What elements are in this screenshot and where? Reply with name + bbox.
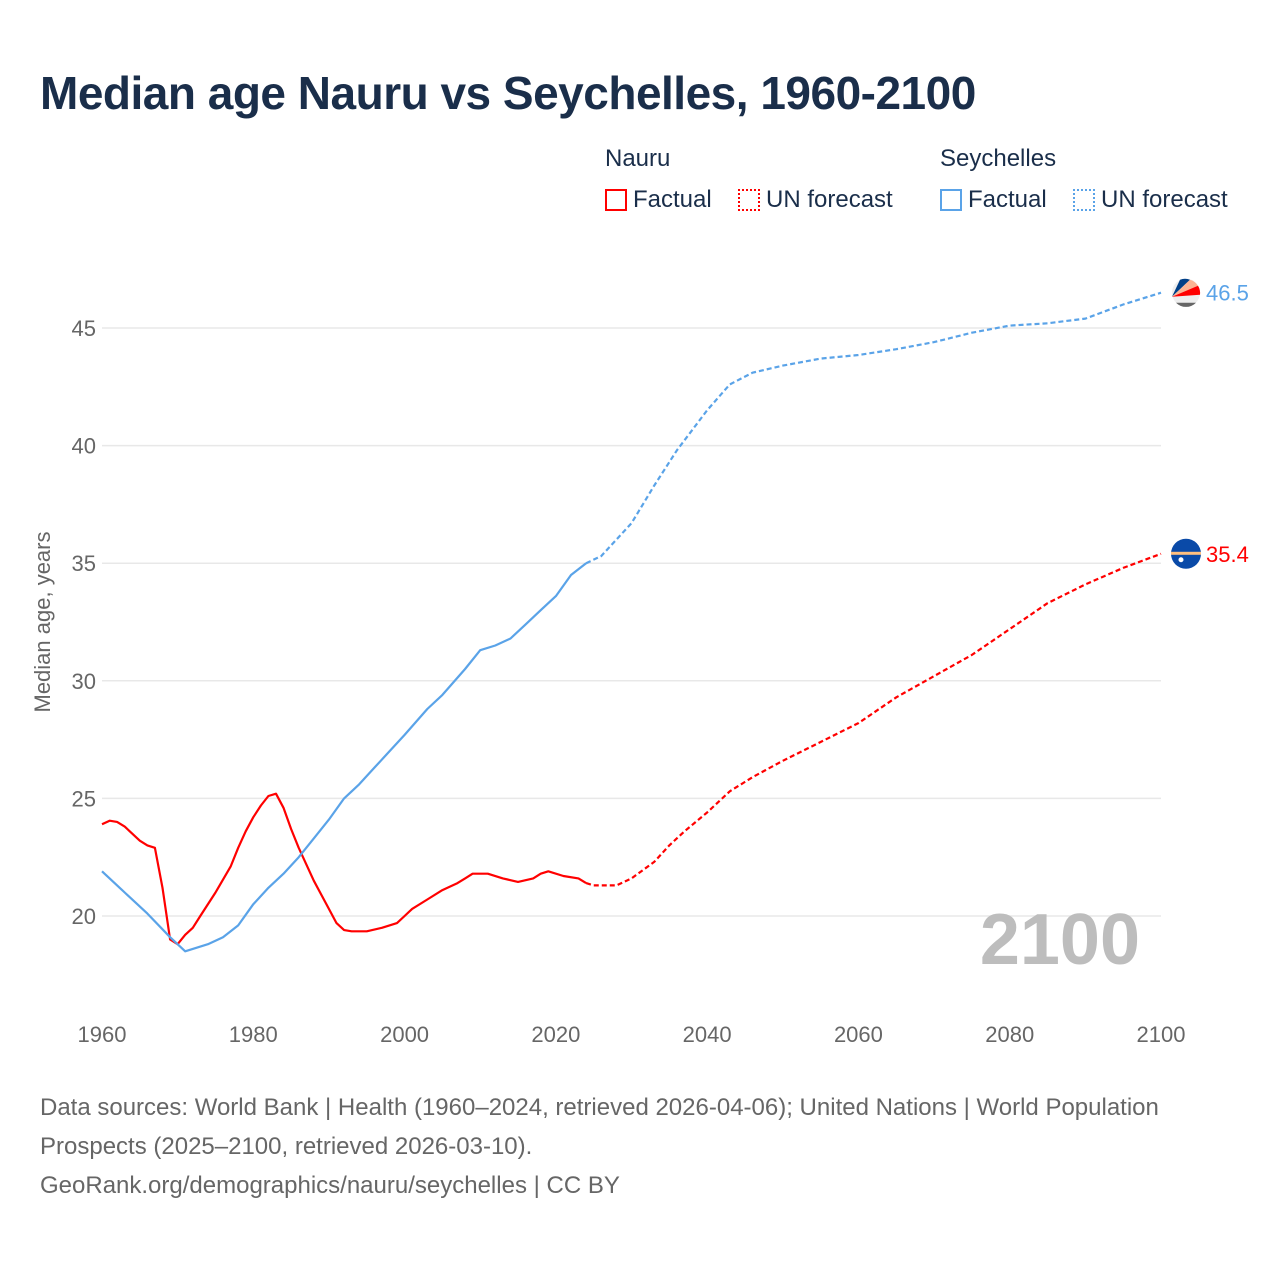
x-tick-label: 2060	[834, 1022, 883, 1047]
end-label-nauru: 35.4	[1206, 542, 1249, 567]
legend-nauru-factual[interactable]: Factual	[605, 186, 712, 214]
line-chart: 20 25 30 35 40 45 1960 1980 2000 2020 2040 2060 2080…	[30, 278, 1249, 1047]
x-tick-label: 1960	[78, 1022, 127, 1047]
legend-seychelles-heading: Seychelles	[940, 145, 1057, 172]
series-line-seychelles-factual	[101, 562, 587, 953]
legend-swatch-solid	[940, 189, 962, 211]
legend-swatch-solid	[605, 189, 627, 211]
y-tick-label: 40	[72, 434, 96, 459]
source-url[interactable]: GeoRank.org/demographics/nauru/seychelle…	[40, 1172, 620, 1199]
legend-nauru-heading: Nauru	[605, 145, 671, 172]
legend-label: Factual	[633, 186, 712, 213]
x-tick-label: 2080	[985, 1022, 1034, 1047]
y-axis-label: Median age, years	[30, 532, 55, 713]
end-label-seychelles: 46.5	[1206, 281, 1249, 306]
x-tick-label: 2040	[683, 1022, 732, 1047]
year-watermark: 2100	[980, 900, 1140, 980]
y-tick-label: 30	[72, 669, 96, 694]
chart-title: Median age Nauru vs Seychelles, 1960-210…	[40, 67, 976, 119]
y-tick-label: 25	[72, 786, 96, 811]
source-line: Data sources: World Bank | Health (1960–…	[40, 1094, 1159, 1160]
flag-stripe	[1171, 551, 1201, 555]
y-tick-label: 45	[72, 316, 96, 341]
x-tick-label: 2000	[380, 1022, 429, 1047]
legend-swatch-dotted	[1073, 189, 1095, 211]
legend-seychelles-factual[interactable]: Factual	[940, 186, 1047, 214]
y-tick-label: 20	[72, 904, 96, 929]
x-tick-label: 2100	[1137, 1022, 1186, 1047]
series-line-nauru-forecast	[585, 552, 1162, 887]
flag-stripe	[1176, 302, 1196, 307]
legend-swatch-dotted	[738, 189, 760, 211]
legend-label: UN forecast	[1101, 186, 1228, 213]
series-line-seychelles-forecast	[585, 291, 1162, 565]
flag-stripe	[1172, 279, 1198, 297]
flag-star	[1178, 557, 1184, 563]
legend-seychelles-forecast[interactable]: UN forecast	[1073, 186, 1228, 214]
y-tick-label: 35	[72, 551, 96, 576]
legend-label: Factual	[968, 186, 1047, 213]
x-tick-label: 2020	[531, 1022, 580, 1047]
series-line-nauru-factual	[101, 792, 587, 946]
x-tick-label: 1980	[229, 1022, 278, 1047]
flag-stripe	[1172, 285, 1201, 297]
source-note: Data sources: World Bank | Health (1960–…	[40, 1088, 1160, 1205]
flag-stripe	[1172, 278, 1190, 297]
legend-label: UN forecast	[766, 186, 893, 213]
legend-nauru-forecast[interactable]: UN forecast	[738, 186, 893, 214]
